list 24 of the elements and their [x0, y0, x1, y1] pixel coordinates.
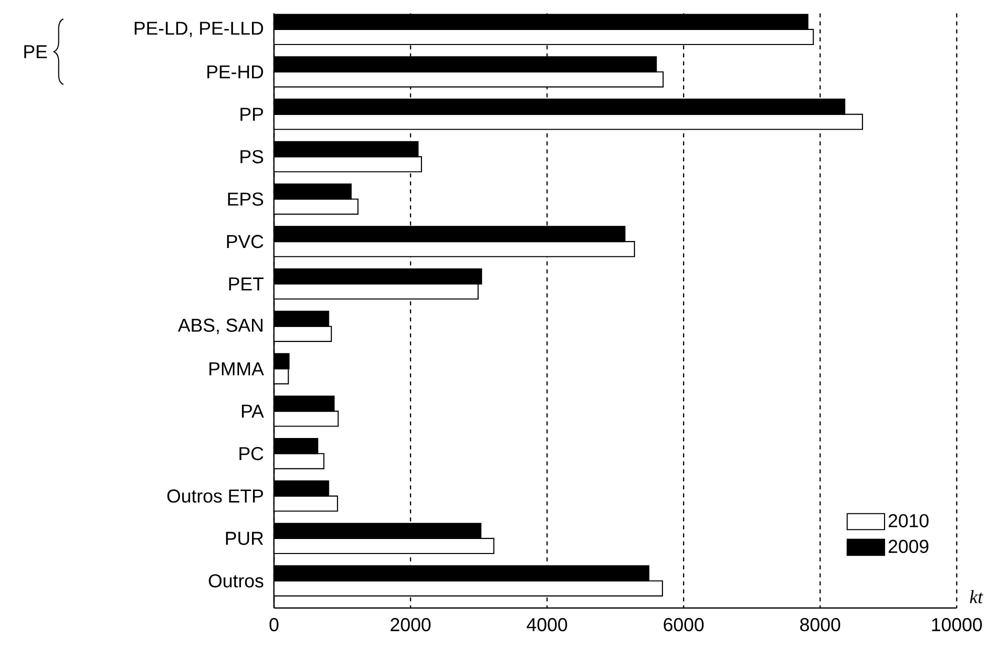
y-tick-label: PUR: [226, 532, 264, 545]
y-tick-label: EPS: [228, 192, 264, 206]
y-tick-label: Outros ETP: [167, 489, 263, 503]
y-tick-label: PET: [229, 278, 264, 290]
y-tick-label: PE-HD: [207, 65, 264, 78]
y-tick-label: PE-LD, PE-LLD: [134, 22, 264, 38]
y-tick-label: PVC: [227, 234, 264, 248]
y-tick-label: PS: [240, 150, 264, 164]
y-tick-label: PP: [240, 108, 263, 121]
text: PE: [24, 45, 47, 58]
legend-label: 2009: [888, 540, 928, 554]
x-tick-label: 8000: [800, 618, 840, 632]
y-tick-label: PC: [240, 446, 264, 460]
x-tick-label: 2000: [390, 618, 431, 632]
legend-label: 2010: [888, 514, 929, 528]
y-tick-label: PA: [242, 404, 264, 418]
y-tick-label: Outros: [208, 574, 264, 588]
x-axis-title: kt: [970, 590, 984, 604]
x-tick-label: 10000: [932, 618, 982, 632]
y-tick-label: ABS, SAN: [178, 318, 262, 334]
x-tick-label: 6000: [664, 618, 704, 632]
x-tick-label: 4000: [526, 618, 568, 632]
y-tick-label: PMMA: [209, 362, 264, 376]
x-tick-label: 0: [270, 618, 278, 632]
